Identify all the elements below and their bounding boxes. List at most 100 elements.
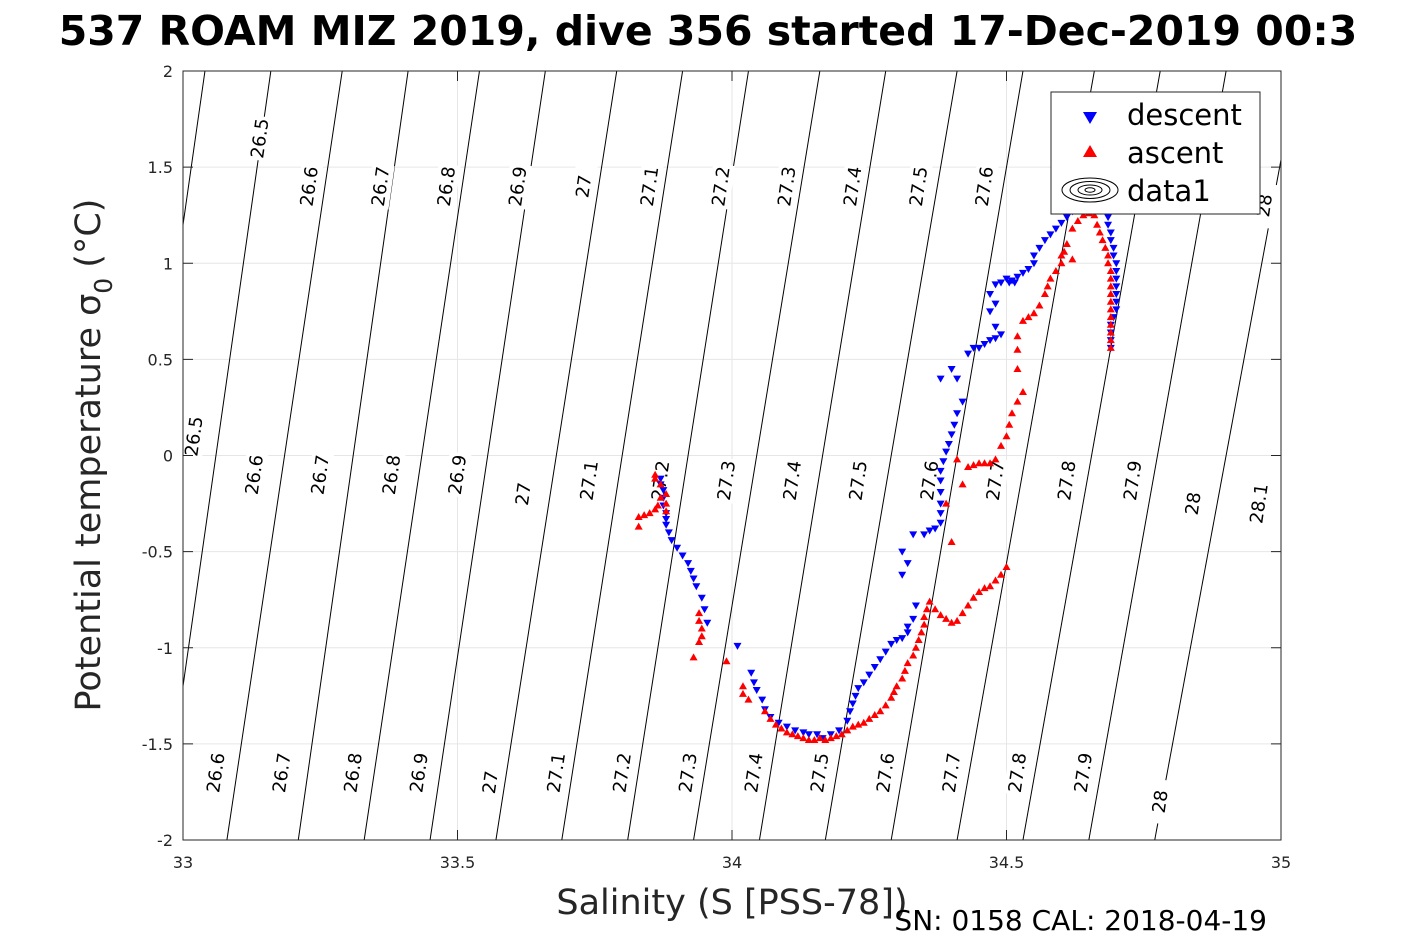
y-tick-label: 1.5 bbox=[148, 158, 173, 177]
descent-point bbox=[947, 431, 956, 439]
ascent-point bbox=[697, 632, 706, 640]
ascent-point bbox=[1051, 266, 1060, 274]
contour-label: 27 bbox=[479, 770, 503, 796]
x-tick-label: 34.5 bbox=[989, 853, 1025, 872]
descent-point bbox=[684, 560, 693, 568]
ascent-point bbox=[1062, 240, 1071, 248]
ascent-point bbox=[958, 480, 967, 488]
density-contour-27.4 bbox=[693, 71, 821, 840]
ascent-point bbox=[760, 707, 769, 715]
descent-point bbox=[942, 448, 951, 456]
ascent-point bbox=[1068, 255, 1077, 263]
ascent-point bbox=[931, 605, 940, 613]
ascent-point bbox=[1018, 388, 1027, 396]
descent-point bbox=[1112, 260, 1121, 268]
ascent-point bbox=[991, 576, 1000, 584]
ascent-point bbox=[986, 582, 995, 590]
descent-point bbox=[964, 350, 973, 358]
ascent-point bbox=[997, 441, 1006, 449]
ascent-point bbox=[771, 720, 780, 728]
density-contour-27.5 bbox=[758, 71, 887, 840]
density-contour-26.7 bbox=[226, 71, 343, 840]
descent-point bbox=[936, 477, 945, 485]
y-tick-label: 0 bbox=[163, 447, 173, 466]
contour-label-bg bbox=[443, 451, 472, 499]
ascent-point bbox=[922, 605, 931, 613]
y-tick-label: -0.5 bbox=[142, 543, 173, 562]
ascent-point bbox=[1106, 343, 1115, 351]
descent-point bbox=[1035, 244, 1044, 252]
ascent-point bbox=[1013, 364, 1022, 372]
ascent-point bbox=[859, 718, 868, 726]
contour-label-bg bbox=[904, 163, 933, 210]
descent-point bbox=[689, 575, 698, 583]
ascent-point bbox=[1013, 345, 1022, 353]
contour-label-bg bbox=[981, 457, 1010, 504]
legend-descent-label: descent bbox=[1127, 98, 1242, 132]
descent-point bbox=[835, 727, 844, 735]
density-contour-26.9 bbox=[363, 71, 480, 840]
ascent-point bbox=[697, 624, 706, 632]
density-contour-labels: 26.526.6 26.7 26.8 26.9 27 27.1 27.2 27.3 27.4 27… bbox=[179, 114, 1279, 825]
ascent-point bbox=[903, 659, 912, 667]
ascent-point bbox=[788, 730, 797, 738]
legend-contour-ring-3 bbox=[1077, 184, 1103, 196]
ascent-point bbox=[964, 601, 973, 609]
ascent-point bbox=[744, 695, 753, 703]
ascent-point bbox=[1106, 266, 1115, 274]
ascent-point bbox=[920, 620, 929, 628]
descent-point bbox=[848, 700, 857, 708]
ascent-point bbox=[889, 687, 898, 695]
contour-label-bg bbox=[306, 451, 335, 499]
descent-point bbox=[1104, 214, 1113, 222]
descent-point bbox=[1040, 237, 1049, 245]
ascent-point bbox=[1098, 236, 1107, 244]
contour-label-bg bbox=[712, 457, 741, 504]
descent-point bbox=[662, 521, 671, 529]
y-tick-label: 0.5 bbox=[148, 350, 173, 369]
density-contour-27.1 bbox=[495, 71, 618, 840]
ascent-point bbox=[925, 597, 934, 605]
descent-point bbox=[1046, 231, 1055, 239]
ascent-point bbox=[947, 618, 956, 626]
y-axis-label-unit: (°C) bbox=[69, 199, 109, 268]
legend-contour-ring-4 bbox=[1084, 187, 1096, 193]
descent-point bbox=[925, 527, 934, 535]
descent-point bbox=[936, 519, 945, 527]
contour-label-bg bbox=[509, 470, 538, 518]
ascent-point bbox=[826, 734, 835, 742]
ascent-point bbox=[1106, 282, 1115, 290]
ascent-point bbox=[651, 470, 660, 478]
contour-label-bg bbox=[1245, 480, 1274, 527]
descent-point bbox=[903, 560, 912, 568]
contour-label-bg bbox=[1052, 457, 1081, 504]
ascent-point bbox=[651, 474, 660, 482]
ascent-point bbox=[1068, 224, 1077, 232]
descent-point bbox=[791, 727, 800, 735]
ascent-point bbox=[1007, 409, 1016, 417]
density-contour-27.2 bbox=[561, 71, 684, 840]
ascent-point bbox=[953, 616, 962, 624]
ascent-point bbox=[1101, 243, 1110, 251]
descent-point bbox=[747, 669, 756, 677]
descent-point bbox=[851, 692, 860, 700]
descent-point bbox=[980, 340, 989, 348]
descent-point bbox=[1010, 279, 1019, 287]
contour-label-bg bbox=[476, 758, 505, 806]
x-tick-label: 35 bbox=[1271, 853, 1291, 872]
descent-point bbox=[1112, 291, 1121, 299]
contour-label-bg bbox=[1003, 749, 1032, 797]
ascent-point bbox=[870, 711, 879, 719]
ascent-point bbox=[1005, 420, 1014, 428]
contour-label-bg bbox=[179, 412, 208, 460]
x-axis-label: Salinity (S [PSS-78]) bbox=[556, 883, 907, 923]
ascent-point bbox=[1104, 251, 1113, 259]
ascent-point bbox=[1079, 211, 1088, 219]
descent-point bbox=[865, 671, 874, 679]
descent-point bbox=[1109, 252, 1118, 260]
descent-point bbox=[843, 717, 852, 725]
contour-label: 27 bbox=[512, 481, 536, 507]
ascent-point bbox=[695, 616, 704, 624]
contour-label-bg bbox=[805, 749, 834, 797]
ascent-point bbox=[980, 584, 989, 592]
